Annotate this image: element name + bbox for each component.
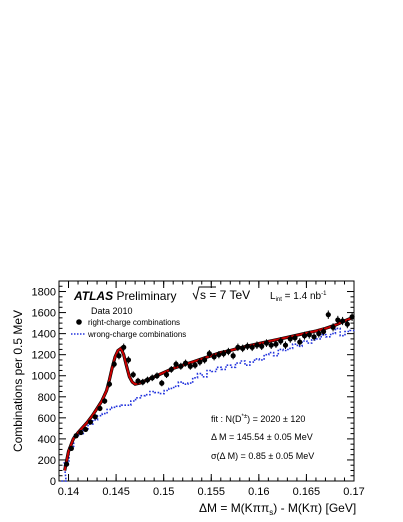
right-charge-series <box>64 310 355 467</box>
data-point <box>254 342 260 348</box>
data-point <box>221 351 227 357</box>
x-tick-label: 0.15 <box>153 486 174 498</box>
data-point <box>102 398 108 404</box>
data-point <box>116 353 122 359</box>
fit-result-mean: Δ M = 145.54 ± 0.05 MeV <box>211 432 313 442</box>
y-tick-label: 1000 <box>32 371 56 383</box>
energy-label: s = 7 TeV <box>192 286 250 302</box>
data-point <box>287 336 293 342</box>
data-point <box>320 328 327 335</box>
data-point <box>344 321 350 327</box>
data-point <box>64 461 70 467</box>
atlas-label: ATLAS Preliminary <box>73 289 176 303</box>
y-tick-label: 1600 <box>32 308 56 320</box>
data-label: Data 2010 <box>91 306 133 316</box>
data-point <box>282 342 289 348</box>
data-point <box>187 363 193 369</box>
data-point <box>330 324 336 330</box>
data-point <box>163 372 170 378</box>
fit-result-n: fit : N(D*±) = 2020 ± 120 <box>211 414 305 424</box>
x-tick-label: 0.16 <box>248 486 269 498</box>
data-point <box>240 345 246 351</box>
data-point <box>230 353 236 359</box>
data-point <box>201 357 208 363</box>
data-point <box>249 344 255 350</box>
data-point <box>278 338 284 344</box>
data-point <box>339 318 346 324</box>
data-point <box>263 340 270 346</box>
data-point <box>192 362 198 368</box>
x-axis-label: ΔM = M(Kππs) - M(Kπ) [GeV] <box>199 501 356 517</box>
data-point <box>125 357 132 363</box>
data-point <box>173 361 179 367</box>
data-point <box>311 334 317 340</box>
data-point <box>225 348 231 355</box>
y-axis: 0 200 400 600 800 1000 1200 1400 1600 1800 <box>32 285 354 488</box>
data-point <box>121 344 127 350</box>
data-point <box>306 332 312 338</box>
x-axis: 0.14 0.145 0.15 0.155 0.16 0.165 0.17 <box>58 281 365 498</box>
data-point <box>301 333 308 339</box>
y-tick-label: 600 <box>38 413 56 425</box>
data-point <box>73 433 79 439</box>
x-tick-label: 0.17 <box>343 486 364 498</box>
data-point <box>159 380 165 386</box>
data-point <box>149 375 155 381</box>
data-point <box>68 445 74 451</box>
y-tick-label: 1800 <box>32 287 56 299</box>
data-point <box>211 354 217 360</box>
data-point <box>325 312 331 318</box>
data-point <box>206 351 212 357</box>
data-point <box>268 342 274 348</box>
fit-result-sigma: σ(Δ M) = 0.85 ± 0.05 MeV <box>211 451 314 461</box>
y-tick-label: 0 <box>50 476 56 488</box>
data-point <box>97 405 103 411</box>
y-tick-label: 200 <box>38 455 56 467</box>
data-point <box>178 363 184 369</box>
data-point <box>154 373 160 379</box>
data-point <box>292 335 298 341</box>
x-tick-label: 0.14 <box>58 486 79 498</box>
y-axis-label: Combinations per 0.5 MeV <box>11 310 25 452</box>
x-tick-label: 0.145 <box>102 486 130 498</box>
data-point <box>335 317 341 323</box>
data-point <box>144 377 151 383</box>
data-point <box>92 414 98 420</box>
sqrt-sign <box>192 286 216 301</box>
y-tick-label: 400 <box>38 434 56 446</box>
data-point <box>259 343 265 349</box>
wrong-charge-line <box>61 327 355 482</box>
data-point <box>78 429 84 436</box>
data-point <box>130 372 136 378</box>
y-tick-label: 1200 <box>32 350 56 362</box>
data-point <box>316 331 322 337</box>
data-point <box>216 352 222 358</box>
y-tick-label: 800 <box>38 392 56 404</box>
data-point <box>168 366 174 373</box>
y-tick-label: 1400 <box>32 329 56 341</box>
data-point <box>235 344 241 350</box>
data-point <box>135 378 141 384</box>
energy-text: s = 7 TeV <box>200 288 250 302</box>
data-point <box>349 314 355 320</box>
legend-wrong-charge: wrong-charge combinations <box>87 330 186 339</box>
data-point <box>197 359 203 365</box>
luminosity-label: Lint = 1.4 nb-1 <box>270 291 327 303</box>
data-point <box>83 426 89 433</box>
legend-right-charge: right-charge combinations <box>88 318 180 327</box>
data-point <box>273 341 279 347</box>
data-point <box>244 343 251 349</box>
data-point <box>87 419 94 425</box>
data-point <box>111 361 117 367</box>
x-tick-label: 0.165 <box>293 486 321 498</box>
legend-marker-right-charge <box>76 319 82 325</box>
wrong-charge-series <box>61 327 355 482</box>
data-point <box>297 339 303 345</box>
data-point <box>182 360 189 366</box>
x-tick-label: 0.155 <box>197 486 225 498</box>
data-point <box>106 381 113 387</box>
data-point <box>140 379 146 385</box>
